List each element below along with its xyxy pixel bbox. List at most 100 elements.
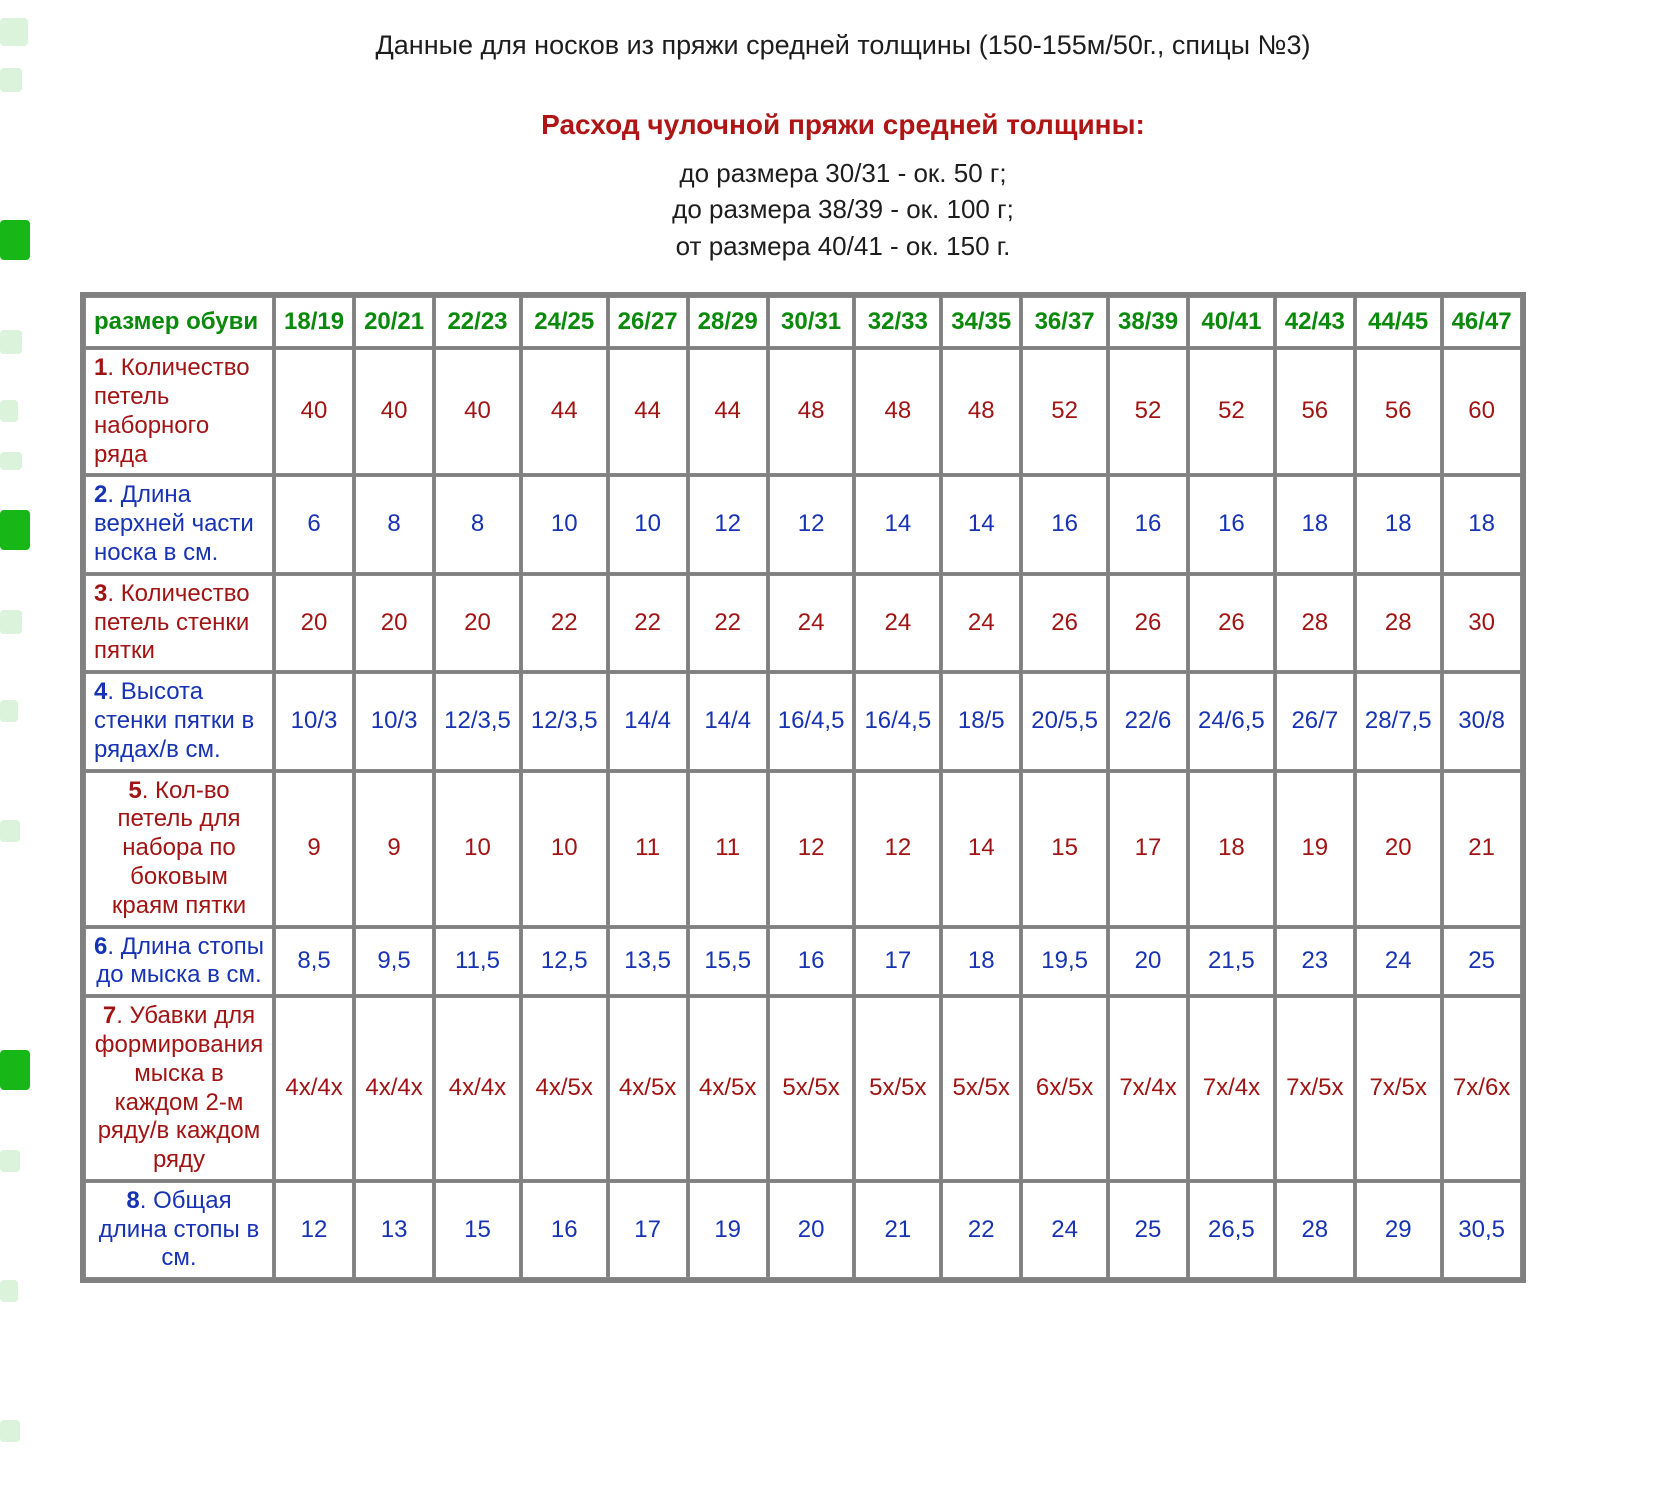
column-header-size: 26/27 (609, 297, 687, 347)
decorative-blotch (0, 400, 18, 422)
table-cell: 20/5,5 (1022, 673, 1107, 769)
table-cell: 20 (435, 575, 520, 671)
table-cell: 26,5 (1189, 1182, 1274, 1278)
table-cell: 52 (1109, 349, 1187, 474)
column-header-sizes-label: размер обуви (85, 297, 273, 347)
row-label: 1. Количество петель наборного ряда (85, 349, 273, 474)
table-cell: 10 (609, 476, 687, 572)
row-label: 3. Количество петель стенки пятки (85, 575, 273, 671)
table-cell: 14 (942, 772, 1020, 926)
table-cell: 16 (1109, 476, 1187, 572)
table-cell: 6 (275, 476, 353, 572)
table-cell: 28 (1276, 575, 1354, 671)
column-header-size: 38/39 (1109, 297, 1187, 347)
table-cell: 20 (769, 1182, 854, 1278)
table-cell: 15 (1022, 772, 1107, 926)
table-cell: 8 (435, 476, 520, 572)
table-cell: 30,5 (1443, 1182, 1521, 1278)
decorative-left-rail (0, 0, 36, 1500)
table-cell: 20 (1356, 772, 1441, 926)
column-header-size: 42/43 (1276, 297, 1354, 347)
table-cell: 52 (1022, 349, 1107, 474)
column-header-size: 20/21 (355, 297, 433, 347)
table-cell: 40 (275, 349, 353, 474)
table-cell: 28 (1276, 1182, 1354, 1278)
table-cell: 7x/5x (1276, 997, 1354, 1180)
table-cell: 12 (855, 772, 940, 926)
table-cell: 22 (522, 575, 607, 671)
consumption-line-2: до размера 38/39 - ок. 100 г; (100, 191, 1586, 227)
table-cell: 14 (942, 476, 1020, 572)
header-block: Данные для носков из пряжи средней толщи… (100, 30, 1586, 264)
table-row: 4. Высота стенки пятки в рядах/в см.10/3… (85, 673, 1521, 769)
table-cell: 48 (769, 349, 854, 474)
table-cell: 12 (275, 1182, 353, 1278)
column-header-size: 28/29 (689, 297, 767, 347)
decorative-blotch (0, 1280, 18, 1302)
table-cell: 20 (355, 575, 433, 671)
table-cell: 9 (275, 772, 353, 926)
table-cell: 14/4 (689, 673, 767, 769)
page: Данные для носков из пряжи средней толщи… (0, 0, 1656, 1500)
table-row: 5. Кол-во петель для набора по боковым к… (85, 772, 1521, 926)
decorative-blotch (0, 1150, 20, 1172)
row-label: 6. Длина стопы до мыска в см. (85, 928, 273, 996)
table-cell: 18 (942, 928, 1020, 996)
table-cell: 22 (609, 575, 687, 671)
table-cell: 18/5 (942, 673, 1020, 769)
page-subtitle: Расход чулочной пряжи средней толщины: (100, 109, 1586, 141)
table-cell: 52 (1189, 349, 1274, 474)
decorative-blotch (0, 68, 22, 92)
table-cell: 44 (609, 349, 687, 474)
table-cell: 8,5 (275, 928, 353, 996)
table-cell: 28 (1356, 575, 1441, 671)
table-cell: 19 (689, 1182, 767, 1278)
table-cell: 24 (855, 575, 940, 671)
table-cell: 4x/5x (522, 997, 607, 1180)
table-cell: 56 (1276, 349, 1354, 474)
table-cell: 28/7,5 (1356, 673, 1441, 769)
table-cell: 10 (435, 772, 520, 926)
table-cell: 6x/5x (1022, 997, 1107, 1180)
table-cell: 14/4 (609, 673, 687, 769)
table-cell: 22 (689, 575, 767, 671)
table-cell: 24 (769, 575, 854, 671)
column-header-size: 18/19 (275, 297, 353, 347)
table-cell: 21 (1443, 772, 1521, 926)
table-cell: 19 (1276, 772, 1354, 926)
decorative-blotch (0, 820, 20, 842)
table-cell: 5x/5x (855, 997, 940, 1180)
table-cell: 12 (689, 476, 767, 572)
column-header-size: 44/45 (1356, 297, 1441, 347)
row-label: 7. Убавки для формирования мыска в каждо… (85, 997, 273, 1180)
table-cell: 9 (355, 772, 433, 926)
table-cell: 48 (855, 349, 940, 474)
table-cell: 17 (609, 1182, 687, 1278)
table-cell: 10 (522, 476, 607, 572)
table-cell: 7x/4x (1189, 997, 1274, 1180)
consumption-line-1: до размера 30/31 - ок. 50 г; (100, 155, 1586, 191)
decorative-blotch (0, 610, 22, 634)
table-cell: 15 (435, 1182, 520, 1278)
table-cell: 40 (355, 349, 433, 474)
table-cell: 10/3 (355, 673, 433, 769)
table-cell: 24/6,5 (1189, 673, 1274, 769)
table-row: 8. Общая длина стопы в см.12131516171920… (85, 1182, 1521, 1278)
table-cell: 24 (1356, 928, 1441, 996)
table-cell: 44 (689, 349, 767, 474)
table-cell: 16 (1022, 476, 1107, 572)
table-cell: 25 (1443, 928, 1521, 996)
table-cell: 30 (1443, 575, 1521, 671)
column-header-size: 34/35 (942, 297, 1020, 347)
table-cell: 4x/4x (435, 997, 520, 1180)
table-cell: 60 (1443, 349, 1521, 474)
page-title: Данные для носков из пряжи средней толщи… (100, 30, 1586, 61)
table-cell: 29 (1356, 1182, 1441, 1278)
table-cell: 30/8 (1443, 673, 1521, 769)
table-cell: 11,5 (435, 928, 520, 996)
table-cell: 16 (769, 928, 854, 996)
table-cell: 17 (855, 928, 940, 996)
table-cell: 21,5 (1189, 928, 1274, 996)
table-cell: 4x/5x (689, 997, 767, 1180)
table-cell: 26 (1189, 575, 1274, 671)
